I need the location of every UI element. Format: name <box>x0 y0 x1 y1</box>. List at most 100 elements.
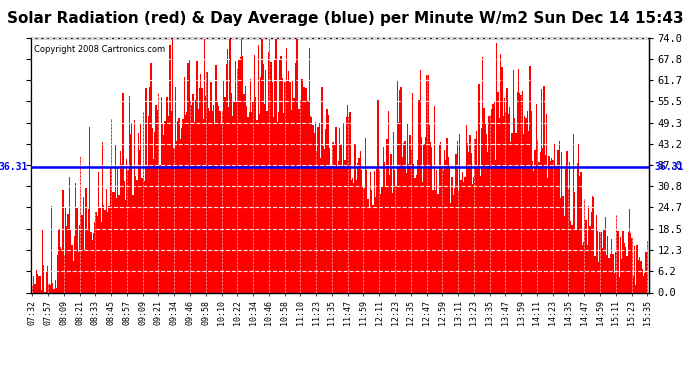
Bar <box>140 124 141 292</box>
Bar <box>534 150 535 292</box>
Bar <box>232 116 233 292</box>
Bar <box>417 160 418 292</box>
Bar <box>377 100 379 292</box>
Bar <box>53 289 55 292</box>
Bar <box>292 81 293 292</box>
Bar <box>203 120 204 292</box>
Bar <box>113 192 115 292</box>
Bar <box>46 272 47 292</box>
Bar <box>131 123 132 292</box>
Bar <box>537 140 538 292</box>
Bar <box>584 199 585 292</box>
Bar <box>365 138 366 292</box>
Bar <box>524 116 526 292</box>
Bar <box>107 212 108 292</box>
Bar <box>430 142 431 292</box>
Bar <box>491 109 492 292</box>
Bar <box>104 210 106 292</box>
Bar <box>272 82 273 292</box>
Bar <box>175 87 176 292</box>
Bar <box>61 249 62 292</box>
Bar <box>428 125 430 292</box>
Bar <box>586 245 588 292</box>
Bar <box>213 105 214 292</box>
Bar <box>635 285 636 292</box>
Bar <box>389 176 391 292</box>
Bar <box>206 72 208 292</box>
Bar <box>56 288 57 292</box>
Bar <box>278 112 279 292</box>
Bar <box>255 97 256 292</box>
Bar <box>500 54 501 292</box>
Bar <box>364 188 365 292</box>
Bar <box>162 123 163 292</box>
Bar <box>279 60 281 292</box>
Bar <box>515 133 517 292</box>
Bar <box>594 255 595 292</box>
Bar <box>173 148 175 292</box>
Bar <box>63 255 65 292</box>
Bar <box>490 114 491 292</box>
Bar <box>342 166 343 292</box>
Bar <box>349 112 351 292</box>
Bar <box>496 43 497 292</box>
Bar <box>445 160 446 292</box>
Bar <box>95 212 97 292</box>
Bar <box>102 142 103 292</box>
Bar <box>320 158 322 292</box>
Bar <box>519 93 520 292</box>
Bar <box>141 178 143 292</box>
Bar <box>41 290 42 292</box>
Bar <box>601 232 602 292</box>
Bar <box>573 134 574 292</box>
Bar <box>119 195 120 292</box>
Bar <box>197 109 199 292</box>
Bar <box>117 166 119 292</box>
Bar <box>538 162 540 292</box>
Bar <box>221 111 223 292</box>
Bar <box>523 134 524 292</box>
Bar <box>248 112 250 292</box>
Bar <box>555 166 556 292</box>
Bar <box>168 116 170 292</box>
Bar <box>155 105 157 292</box>
Bar <box>210 82 212 292</box>
Bar <box>47 267 48 292</box>
Bar <box>607 237 609 292</box>
Bar <box>645 252 647 292</box>
Bar <box>154 132 155 292</box>
Bar <box>157 110 158 292</box>
Bar <box>110 167 111 292</box>
Bar <box>553 144 555 292</box>
Bar <box>297 38 298 292</box>
Bar <box>393 132 394 292</box>
Bar <box>643 276 644 292</box>
Bar <box>52 283 53 292</box>
Bar <box>446 138 448 292</box>
Bar <box>241 38 242 292</box>
Bar <box>81 215 83 292</box>
Bar <box>580 172 582 292</box>
Bar <box>116 198 117 292</box>
Bar <box>88 209 89 292</box>
Bar <box>244 94 245 292</box>
Bar <box>547 177 549 292</box>
Bar <box>301 78 302 292</box>
Bar <box>335 127 337 292</box>
Bar <box>86 230 88 292</box>
Text: Copyright 2008 Cartronics.com: Copyright 2008 Cartronics.com <box>34 45 166 54</box>
Bar <box>338 161 339 292</box>
Bar <box>137 133 139 292</box>
Bar <box>463 182 464 292</box>
Bar <box>130 134 131 292</box>
Bar <box>593 197 594 292</box>
Bar <box>304 87 305 292</box>
Bar <box>505 112 506 292</box>
Bar <box>469 135 471 292</box>
Bar <box>331 142 333 292</box>
Bar <box>299 100 301 292</box>
Bar <box>132 195 134 292</box>
Bar <box>179 139 181 292</box>
Bar <box>219 111 221 292</box>
Bar <box>288 71 289 292</box>
